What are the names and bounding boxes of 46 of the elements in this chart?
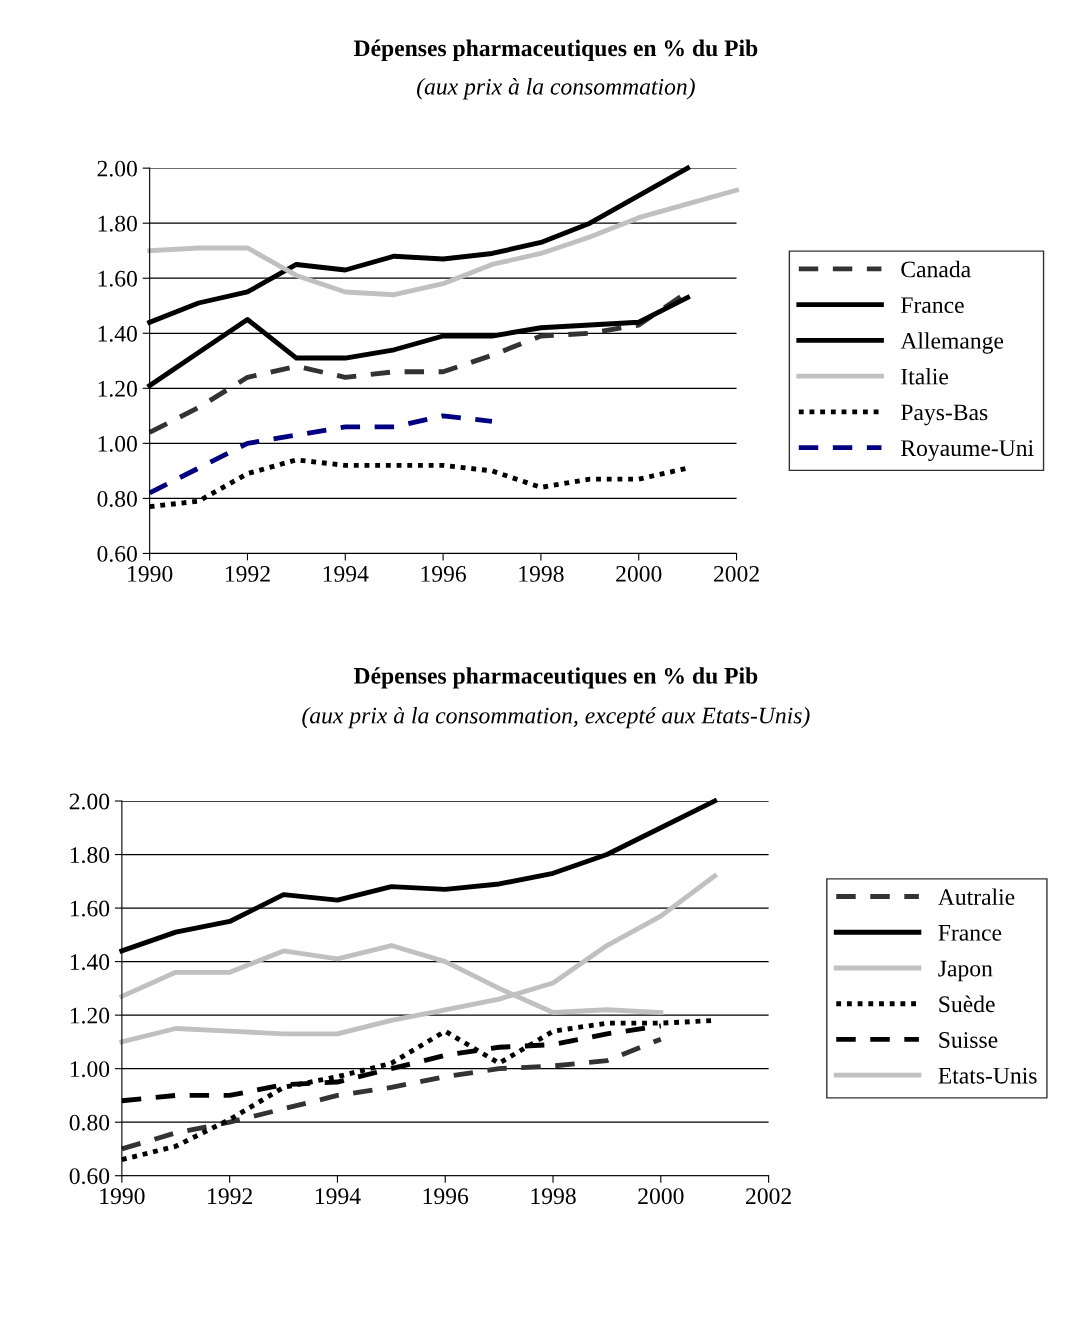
legend-label: Suède	[939, 995, 995, 1013]
y-tick-label: 1.80	[70, 847, 110, 864]
y-tick-label: 2.00	[97, 160, 137, 177]
legend-label: Allemange	[900, 332, 1004, 354]
legend-label: Canada	[901, 260, 971, 278]
y-tick-label: 0.60	[97, 545, 137, 562]
y-tick-label: 2.00	[69, 793, 110, 810]
x-tick-label: 1992	[225, 565, 270, 582]
x-tick-label: 1992	[208, 1188, 252, 1205]
y-tick-label: 1.20	[98, 380, 137, 397]
x-tick-label: 2002	[746, 1188, 791, 1205]
x-tick-label: 1994	[323, 565, 369, 582]
legend-label: France	[901, 297, 964, 314]
y-tick-label: 0.80	[69, 1114, 110, 1131]
legend-label: Suisse	[939, 1032, 998, 1048]
chart-subtitle: (aux prix à la consommation)	[417, 77, 695, 100]
legend-label: Royaume-Uni	[901, 440, 1034, 461]
y-tick-label: 1.60	[98, 270, 137, 287]
x-tick-label: 1998	[531, 1188, 576, 1205]
y-tick-label: 1.00	[98, 435, 137, 452]
y-tick-label: 1.40	[70, 954, 110, 971]
chart-title: Dépenses pharmaceutiques en % du Pib	[353, 39, 758, 62]
x-tick-label: 2002	[713, 565, 759, 582]
y-tick-label: 1.60	[70, 900, 110, 917]
legend-label: Etats-Unis	[938, 1067, 1037, 1084]
x-tick-label: 1990	[100, 1188, 145, 1205]
x-tick-label: 1996	[421, 565, 467, 582]
x-tick-label: 2000	[638, 1188, 684, 1205]
y-tick-label: 1.80	[98, 215, 137, 232]
legend-label: Japon	[938, 960, 993, 982]
y-tick-label: 1.40	[98, 325, 137, 342]
x-tick-label: 1996	[423, 1188, 469, 1205]
y-tick-label: 1.00	[70, 1061, 110, 1078]
legend-label: Autralie	[938, 888, 1015, 906]
y-tick-label: 0.80	[97, 490, 137, 507]
chart-title: Dépenses pharmaceutiques en % du Pib	[353, 667, 758, 689]
x-tick-label: 1998	[519, 565, 564, 582]
chart-subtitle: (aux prix à la consommation, excepté aux Etats-Unis)	[302, 706, 810, 729]
legend-label: France	[938, 925, 1002, 941]
x-tick-label: 2000	[616, 565, 662, 582]
legend-label: Pays-Bas	[901, 404, 988, 426]
y-tick-label: 0.60	[69, 1168, 110, 1185]
x-tick-label: 1994	[315, 1188, 361, 1205]
x-tick-label: 1990	[128, 565, 173, 582]
y-tick-label: 1.20	[70, 1007, 110, 1024]
legend-label: Italie	[901, 367, 949, 385]
